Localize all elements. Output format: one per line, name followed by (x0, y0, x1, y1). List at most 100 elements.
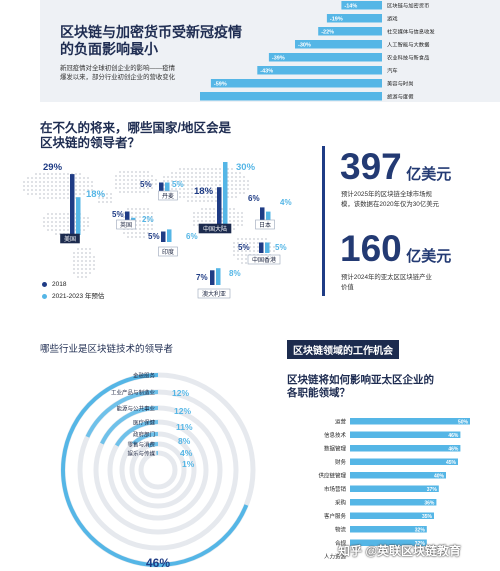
map-dot (201, 212, 203, 214)
map-dot (135, 175, 137, 177)
section1-desc-line2: 爆发以来，部分行业初创企业的营收变化 (60, 74, 176, 81)
country-label-forecast: 8% (229, 269, 241, 278)
map-dot (39, 181, 41, 183)
map-dot (55, 177, 57, 179)
map-dot (245, 258, 247, 260)
map-dot (43, 181, 45, 183)
map-dot (253, 250, 255, 252)
stat2-unit: 亿美元 (406, 248, 452, 265)
map-dot (131, 183, 133, 185)
map-dot (87, 185, 89, 187)
stat1-desc-line2: 模，该数据在2020年仅为30亿美元 (341, 201, 440, 208)
map-dot (191, 168, 193, 170)
map-dot (175, 180, 177, 182)
map-dot (195, 200, 197, 202)
revenue-bar (295, 40, 382, 49)
map-dot (55, 233, 57, 235)
map-dot (87, 225, 89, 227)
map-dot (191, 188, 193, 190)
map-dot (199, 188, 201, 190)
country-leader-chart: 29% 18% 美国 5% 5% 丹麦 5% 2% 英国 5% 6% 印度 18% 30% 中国大陆 6% 4%… (23, 162, 292, 299)
map-dot (139, 232, 141, 234)
map-dot (237, 220, 239, 222)
map-dot (135, 216, 137, 218)
map-dot (249, 246, 251, 248)
map-dot (59, 177, 61, 179)
map-dot (127, 175, 129, 177)
map-dot (81, 276, 83, 278)
map-dot (183, 192, 185, 194)
section1-title-line1: 区块链与加密货币受新冠疫情 (60, 24, 242, 40)
map-dot (51, 185, 53, 187)
map-dot (83, 181, 85, 183)
map-dot (139, 175, 141, 177)
map-dot (79, 185, 81, 187)
map-dot (241, 212, 243, 214)
map-dot (55, 173, 57, 175)
map-dot (239, 192, 241, 194)
map-dot (67, 221, 69, 223)
map-dot (81, 260, 83, 262)
map-dot (55, 197, 57, 199)
map-dot (183, 168, 185, 170)
map-dot (235, 176, 237, 178)
map-dot (211, 172, 213, 174)
industry-arc (61, 373, 249, 567)
map-dot (205, 220, 207, 222)
map-dot (237, 224, 239, 226)
map-dot (179, 196, 181, 198)
map-dot (131, 236, 133, 238)
country-tag (247, 254, 281, 265)
map-dot (241, 220, 243, 222)
map-dot (205, 208, 207, 210)
map-dot (59, 221, 61, 223)
map-dot (191, 184, 193, 186)
map-dot (59, 185, 61, 187)
map-dot (131, 232, 133, 234)
map-dot (98, 201, 100, 203)
function-label: 客户服务 (324, 512, 347, 520)
map-dot (83, 225, 85, 227)
country-bar-2018 (161, 231, 166, 242)
map-dot (233, 212, 235, 214)
map-dot (131, 179, 133, 181)
map-dot (213, 212, 215, 214)
country-bar-2018 (260, 207, 265, 220)
map-dot (75, 185, 77, 187)
map-dot (229, 216, 231, 218)
map-dot (47, 185, 49, 187)
map-dot (237, 258, 239, 260)
map-dot (151, 175, 153, 177)
country-name: 中国香港 (252, 256, 276, 264)
map-dot (207, 192, 209, 194)
map-dot (241, 262, 243, 264)
map-dot (213, 216, 215, 218)
map-dot (31, 193, 33, 195)
map-dot (151, 179, 153, 181)
map-dot (85, 272, 87, 274)
section2-title: 在不久的将来，哪些国家/地区会是 区块链的领导者？ (40, 121, 231, 151)
map-dot (35, 193, 37, 195)
map-dot (106, 197, 108, 199)
revenue-category-label: 人工智能与大数据 (387, 41, 430, 49)
map-dot (175, 184, 177, 186)
map-dot (73, 272, 75, 274)
map-dot (209, 208, 211, 210)
map-dot (110, 197, 112, 199)
map-dot (139, 183, 141, 185)
map-dot (47, 213, 49, 215)
industry-arc (147, 442, 159, 448)
map-dot (211, 176, 213, 178)
map-dot (207, 168, 209, 170)
stat2-desc-line1: 预计2024年的亚太区区块链产业 (341, 274, 432, 281)
map-dot (249, 238, 251, 240)
function-label: 采购 (335, 499, 347, 507)
map-dot (231, 172, 233, 174)
map-dot (27, 185, 29, 187)
function-bar-label: 40% (434, 473, 445, 479)
ring-track (138, 450, 178, 490)
map-dot (131, 171, 133, 173)
function-bar-label: 32% (415, 527, 426, 533)
map-dot (135, 212, 137, 214)
map-dot (215, 196, 217, 198)
